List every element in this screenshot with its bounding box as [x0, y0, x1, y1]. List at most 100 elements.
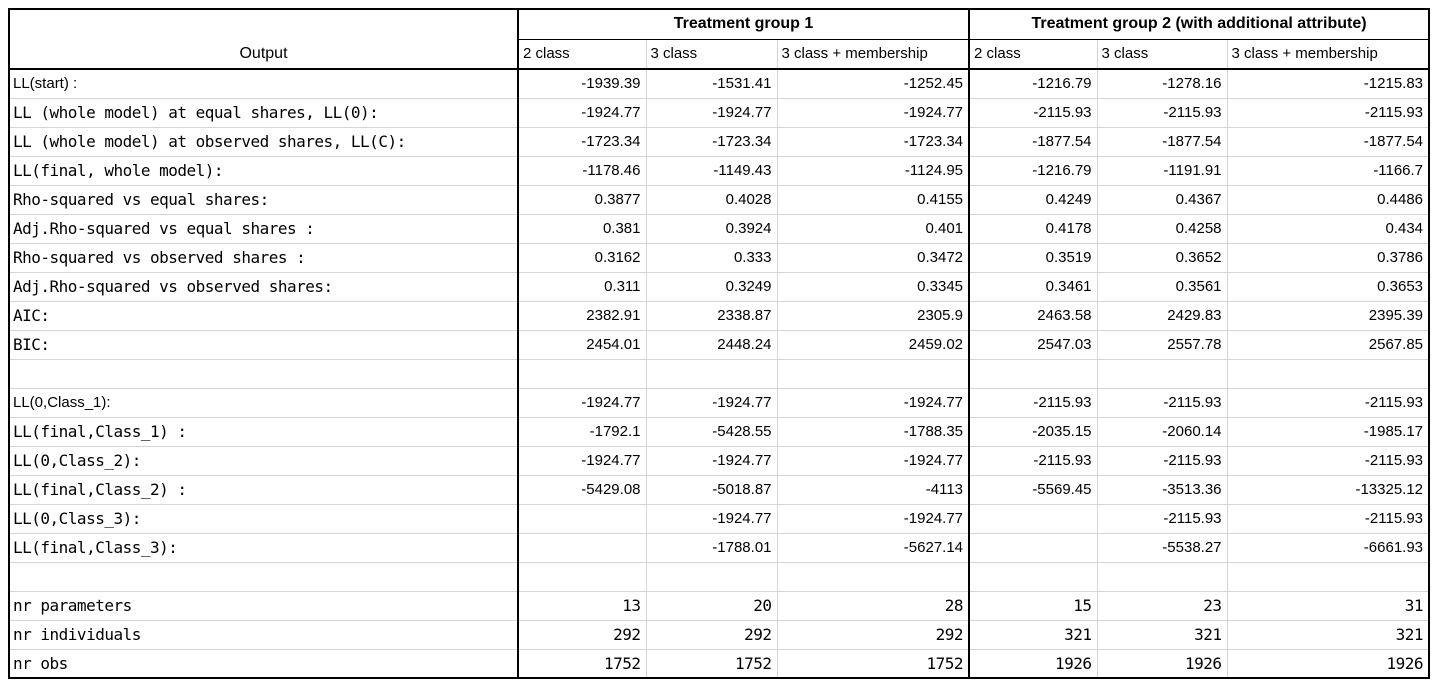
value-cell[interactable]: 0.3345 [777, 272, 971, 302]
value-cell[interactable]: 20 [646, 591, 778, 621]
row-label-cell[interactable]: LL(final,Class_3): [9, 533, 519, 563]
row-label-cell[interactable]: nr obs [9, 649, 519, 678]
value-cell[interactable]: -2035.15 [969, 417, 1098, 447]
value-cell[interactable]: 0.3786 [1227, 243, 1430, 273]
value-cell[interactable]: -2115.93 [1227, 446, 1430, 476]
value-cell[interactable]: -1792.1 [518, 417, 647, 447]
value-cell[interactable]: -1924.77 [518, 98, 647, 128]
value-cell[interactable]: -5627.14 [777, 533, 971, 563]
value-cell[interactable]: -1531.41 [646, 69, 778, 99]
value-cell[interactable]: 15 [969, 591, 1098, 621]
value-cell[interactable]: -1877.54 [1227, 127, 1430, 157]
value-cell[interactable]: -1788.35 [777, 417, 971, 447]
value-cell[interactable] [969, 504, 1098, 534]
row-label-cell[interactable]: LL(0,Class_1): [9, 388, 519, 418]
value-cell[interactable]: -1924.77 [518, 388, 647, 418]
value-cell[interactable]: -1278.16 [1097, 69, 1228, 99]
value-cell[interactable]: -2115.93 [1227, 504, 1430, 534]
value-cell[interactable]: 1752 [518, 649, 647, 678]
row-label-cell[interactable]: LL(0,Class_3): [9, 504, 519, 534]
value-cell[interactable]: -2115.93 [969, 388, 1098, 418]
value-cell[interactable]: -1252.45 [777, 69, 971, 99]
value-cell[interactable]: -1924.77 [646, 98, 778, 128]
value-cell[interactable] [518, 562, 647, 592]
value-cell[interactable]: -1924.77 [646, 504, 778, 534]
value-cell[interactable]: 2459.02 [777, 330, 971, 360]
value-cell[interactable]: -2060.14 [1097, 417, 1228, 447]
value-cell[interactable]: 321 [1227, 620, 1430, 650]
value-cell[interactable]: -1924.77 [777, 388, 971, 418]
value-cell[interactable]: 1752 [646, 649, 778, 678]
value-cell[interactable]: 0.3461 [969, 272, 1098, 302]
value-cell[interactable]: -5569.45 [969, 475, 1098, 505]
value-cell[interactable]: -1788.01 [646, 533, 778, 563]
value-cell[interactable]: 321 [1097, 620, 1228, 650]
value-cell[interactable]: -1924.77 [646, 446, 778, 476]
value-cell[interactable]: -2115.93 [969, 446, 1098, 476]
value-cell[interactable]: 0.4178 [969, 214, 1098, 244]
value-cell[interactable]: 0.3924 [646, 214, 778, 244]
value-cell[interactable]: 1926 [1386, 653, 1424, 673]
value-cell[interactable]: 0.333 [646, 243, 778, 273]
group2-header[interactable]: Treatment group 2 (with additional attri… [969, 9, 1430, 40]
value-cell[interactable]: -4113 [777, 475, 971, 505]
value-cell[interactable] [969, 359, 1098, 389]
value-cell[interactable]: 0.381 [518, 214, 647, 244]
value-cell[interactable]: -1124.95 [777, 156, 971, 186]
value-cell[interactable] [1227, 359, 1430, 389]
value-cell[interactable]: -1149.43 [646, 156, 778, 186]
value-cell[interactable]: -2115.93 [1097, 446, 1228, 476]
value-cell[interactable]: -2115.93 [969, 98, 1098, 128]
value-cell[interactable] [646, 359, 778, 389]
value-cell[interactable]: 0.3162 [518, 243, 647, 273]
value-cell[interactable]: 0.4258 [1097, 214, 1228, 244]
group1-header[interactable]: Treatment group 1 [518, 9, 971, 40]
value-cell[interactable]: 2567.85 [1227, 330, 1430, 360]
row-label-cell[interactable]: LL(final,Class_2) : [9, 475, 519, 505]
value-cell[interactable]: -6661.93 [1227, 533, 1430, 563]
value-cell[interactable]: 2448.24 [646, 330, 778, 360]
value-cell[interactable]: 0.3653 [1227, 272, 1430, 302]
value-cell[interactable]: 0.4155 [777, 185, 971, 215]
value-cell[interactable] [969, 562, 1098, 592]
subheader-g2-2class[interactable]: 2 class [969, 39, 1098, 70]
value-cell[interactable]: 2454.01 [518, 330, 647, 360]
value-cell[interactable]: -1723.34 [518, 127, 647, 157]
value-cell[interactable]: 2338.87 [646, 301, 778, 331]
row-label-cell[interactable]: nr individuals [9, 620, 519, 650]
value-cell[interactable]: 0.4249 [969, 185, 1098, 215]
value-cell[interactable]: -2115.93 [1097, 388, 1228, 418]
value-cell[interactable]: 292 [518, 620, 647, 650]
row-label-cell[interactable]: Rho-squared vs equal shares: [9, 185, 519, 215]
value-cell[interactable]: 292 [646, 620, 778, 650]
subheader-g2-3class-membership[interactable]: 3 class + membership [1227, 39, 1430, 70]
row-label-cell[interactable]: nr parameters [9, 591, 519, 621]
value-cell[interactable]: 0.3472 [777, 243, 971, 273]
value-cell[interactable]: 2429.83 [1097, 301, 1228, 331]
value-cell[interactable]: 2305.9 [777, 301, 971, 331]
value-cell[interactable]: -1215.83 [1227, 69, 1430, 99]
value-cell[interactable] [1097, 359, 1228, 389]
value-cell[interactable]: 1752 [777, 649, 971, 678]
value-cell[interactable]: 13 [518, 591, 647, 621]
row-label-cell[interactable]: LL(0,Class_2): [9, 446, 519, 476]
value-cell[interactable]: -2115.93 [1227, 98, 1430, 128]
row-label-cell[interactable]: LL(final, whole model): [9, 156, 519, 186]
value-cell[interactable]: -13325.12 [1227, 475, 1430, 505]
value-cell[interactable]: 0.401 [777, 214, 971, 244]
value-cell[interactable]: -1877.54 [969, 127, 1098, 157]
value-cell[interactable]: -5538.27 [1097, 533, 1228, 563]
value-cell[interactable]: 0.3519 [969, 243, 1098, 273]
value-cell[interactable]: 2463.58 [969, 301, 1098, 331]
value-cell[interactable]: -1723.34 [646, 127, 778, 157]
row-label-cell[interactable]: BIC: [9, 330, 519, 360]
value-cell[interactable]: -1924.77 [777, 504, 971, 534]
value-cell[interactable]: -1924.77 [646, 388, 778, 418]
subheader-g1-3class[interactable]: 3 class [646, 39, 778, 70]
value-cell[interactable]: -1723.34 [777, 127, 971, 157]
row-label-cell[interactable]: AIC: [9, 301, 519, 331]
value-cell[interactable]: -1924.77 [518, 446, 647, 476]
value-cell[interactable]: -1216.79 [969, 156, 1098, 186]
row-label-cell[interactable]: LL(start) : [9, 69, 519, 99]
value-cell[interactable]: -5428.55 [646, 417, 778, 447]
